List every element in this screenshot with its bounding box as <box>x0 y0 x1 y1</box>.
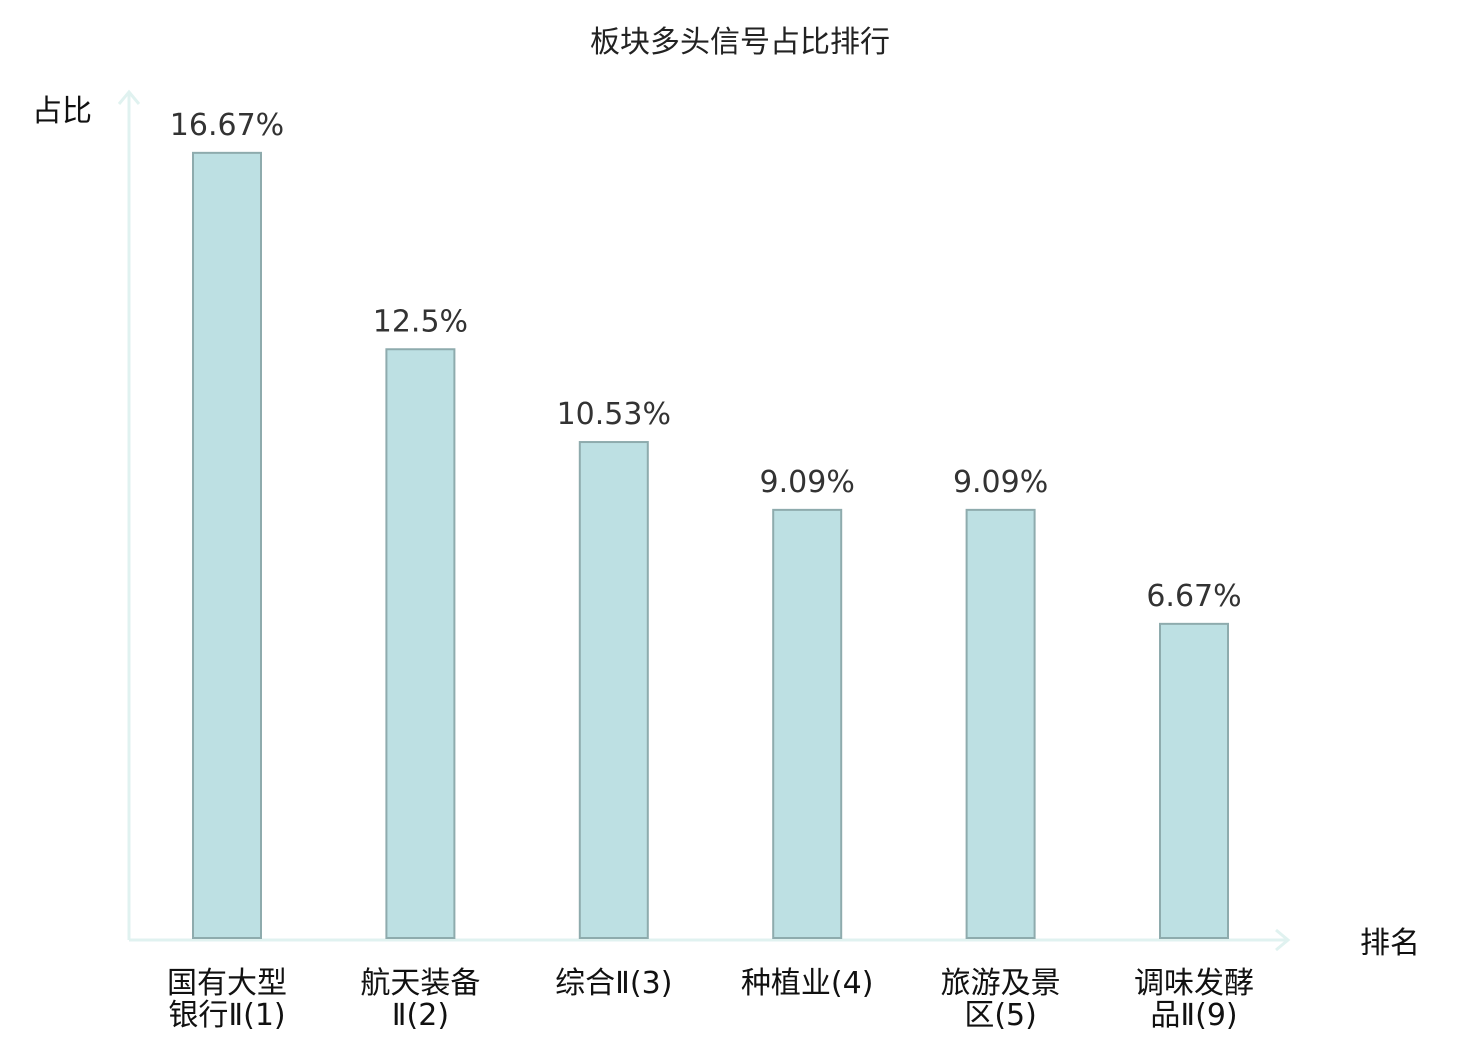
category-label-1: 国有大型银行Ⅱ(1) <box>167 966 287 1033</box>
bar-2 <box>385 348 456 939</box>
category-label-4-line-1: 种植业(4) <box>741 966 874 1001</box>
category-label-6-line-2: 品Ⅱ(9) <box>1150 998 1237 1033</box>
category-label-5-line-1: 旅游及景 <box>941 966 1061 1001</box>
category-label-2-line-1: 航天装备 <box>360 966 480 1001</box>
category-label-1-line-2: 银行Ⅱ(1) <box>168 998 285 1033</box>
y-axis-label: 占比 <box>32 94 92 129</box>
category-label-3: 综合Ⅱ(3) <box>555 966 672 1001</box>
bar-3 <box>578 441 649 939</box>
value-labels: 16.67% 12.5% 10.53% 9.09% 9.09% 6.67% <box>170 108 1242 614</box>
value-label-2: 12.5% <box>373 304 468 339</box>
bars <box>192 151 1229 940</box>
category-label-2-line-2: Ⅱ(2) <box>392 998 449 1033</box>
category-label-4: 种植业(4) <box>741 966 874 1001</box>
value-label-5: 9.09% <box>953 465 1048 500</box>
axes <box>117 89 1291 952</box>
category-label-6-line-1: 调味发酵 <box>1134 966 1254 1001</box>
x-axis-label: 排名 <box>1360 926 1420 961</box>
category-label-2: 航天装备 Ⅱ(2) <box>360 966 480 1033</box>
category-labels: 国有大型银行Ⅱ(1) 航天装备 Ⅱ(2) 综合Ⅱ(3) 种植业(4) 旅游及景区(5) 调味… <box>167 966 1254 1033</box>
bar-5 <box>965 508 1036 939</box>
y-axis-arrow <box>117 89 141 105</box>
value-label-6: 6.67% <box>1146 579 1241 614</box>
value-label-3: 10.53% <box>557 397 671 432</box>
category-label-5-line-2: 区(5) <box>964 998 1037 1033</box>
x-axis-arrow <box>1275 928 1291 952</box>
category-label-6: 调味发酵品Ⅱ(9) <box>1134 966 1254 1033</box>
value-label-1: 16.67% <box>170 108 284 143</box>
chart-title: 板块多头信号占比排行 <box>590 25 890 60</box>
bar-6 <box>1159 622 1229 940</box>
bar-4 <box>772 508 843 939</box>
bar-1 <box>192 151 262 939</box>
category-label-5: 旅游及景区(5) <box>941 966 1061 1033</box>
category-label-1-line-1: 国有大型 <box>167 966 287 1001</box>
value-label-4: 9.09% <box>760 465 855 500</box>
category-label-3-line-1: 综合Ⅱ(3) <box>555 966 672 1001</box>
